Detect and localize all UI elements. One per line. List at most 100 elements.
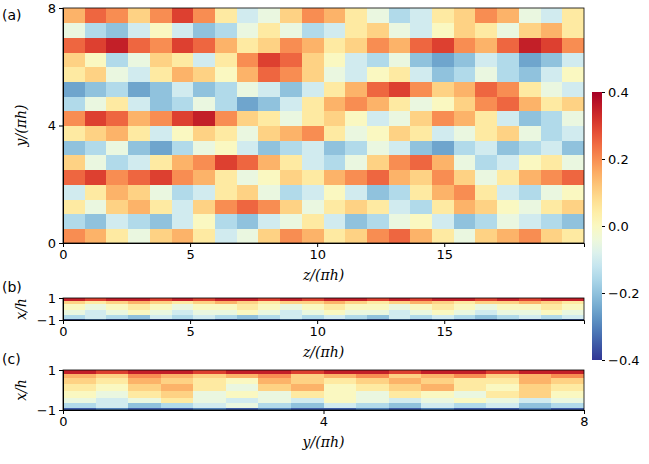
cell <box>454 81 476 96</box>
cell <box>432 300 454 304</box>
cell <box>519 397 552 403</box>
cell <box>324 403 357 408</box>
cell <box>63 126 85 141</box>
cell <box>258 199 280 214</box>
cell <box>345 126 367 141</box>
axis-line <box>603 93 606 361</box>
cell <box>258 309 280 315</box>
tick-label: 0.4 <box>608 85 629 100</box>
cell <box>562 214 584 229</box>
cell <box>497 315 519 319</box>
cell <box>519 199 541 214</box>
cell <box>150 96 172 111</box>
cell <box>193 378 226 384</box>
cell <box>96 373 129 378</box>
cell <box>541 23 563 38</box>
cell <box>193 304 215 310</box>
cell <box>172 81 194 96</box>
cell <box>497 96 519 111</box>
tick-mark <box>59 370 63 371</box>
frame <box>63 8 584 243</box>
cell <box>432 37 454 52</box>
cell <box>226 370 259 374</box>
cell <box>106 126 128 141</box>
cell <box>150 170 172 185</box>
cell <box>150 52 172 67</box>
cell <box>324 155 346 170</box>
cell <box>475 81 497 96</box>
cell <box>389 111 411 126</box>
cell <box>562 315 584 319</box>
cell <box>161 383 194 391</box>
cell <box>324 397 357 403</box>
cell <box>497 304 519 310</box>
cell <box>128 300 150 304</box>
axis: 051015 <box>59 243 584 262</box>
tick: 0 <box>48 236 63 251</box>
cell <box>128 184 150 199</box>
cell <box>562 23 584 38</box>
cell <box>128 373 161 378</box>
tick-label: 5 <box>186 247 194 262</box>
cell <box>410 8 432 23</box>
cell <box>541 67 563 82</box>
cell <box>389 304 411 310</box>
tick: −0.2 <box>602 286 640 301</box>
cell <box>215 23 237 38</box>
tick-mark <box>602 92 605 93</box>
cell <box>128 170 150 185</box>
frame <box>63 298 584 320</box>
cell <box>128 8 150 23</box>
tick: 5 <box>186 243 194 262</box>
cell <box>172 96 194 111</box>
cell <box>215 309 237 315</box>
cell <box>106 184 128 199</box>
cell <box>497 52 519 67</box>
cell <box>291 370 324 374</box>
cell <box>150 126 172 141</box>
cell <box>475 300 497 304</box>
cell <box>150 8 172 23</box>
cell <box>215 214 237 229</box>
cell <box>389 96 411 111</box>
cell <box>302 126 324 141</box>
cell <box>345 111 367 126</box>
cell <box>367 23 389 38</box>
cell <box>519 184 541 199</box>
cell <box>432 81 454 96</box>
cell <box>193 23 215 38</box>
cell <box>541 300 563 304</box>
cell <box>172 184 194 199</box>
tick-label: −1 <box>37 313 56 328</box>
panel: 048−11y/(πh)x/h(c) <box>2 351 589 450</box>
cell <box>486 397 519 403</box>
cell <box>63 397 96 403</box>
cell <box>193 184 215 199</box>
cell <box>454 403 487 408</box>
cell <box>562 304 584 310</box>
cell <box>128 199 150 214</box>
cell <box>161 403 194 408</box>
cell <box>389 390 422 398</box>
cell <box>128 52 150 67</box>
panel: 051015048z/(πh)y/(πh)(a) <box>2 1 585 283</box>
cell <box>345 37 367 52</box>
cell <box>215 155 237 170</box>
cell <box>475 96 497 111</box>
cell <box>324 378 357 384</box>
cell <box>562 300 584 304</box>
cell <box>193 67 215 82</box>
cell <box>454 228 476 243</box>
cell <box>541 52 563 67</box>
cell <box>193 111 215 126</box>
cell <box>367 300 389 304</box>
cell <box>432 126 454 141</box>
cell <box>63 23 85 38</box>
cell <box>519 8 541 23</box>
cell <box>367 111 389 126</box>
cell <box>85 96 107 111</box>
cell <box>454 8 476 23</box>
cell <box>389 155 411 170</box>
cell <box>475 111 497 126</box>
cell <box>226 403 259 408</box>
